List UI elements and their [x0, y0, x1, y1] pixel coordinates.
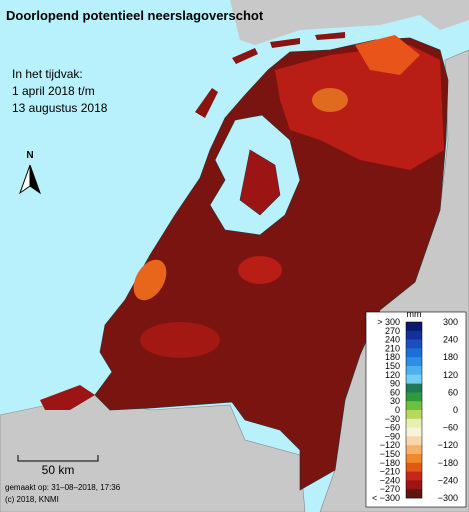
period: In het tijdvak:	[12, 67, 83, 81]
north-label: N	[26, 150, 33, 161]
title: Doorlopend potentieel neerslagoverschot	[6, 8, 264, 23]
footer: (c) 2018, KNMI	[5, 495, 59, 504]
legend-label: −240	[438, 475, 458, 485]
legend-label: 120	[443, 370, 458, 380]
legend-cell	[406, 339, 422, 349]
north-land	[230, 0, 469, 45]
legend-cell	[406, 462, 422, 472]
hotspot	[133, 259, 167, 301]
legend-cell	[406, 374, 422, 384]
period: 1 april 2018 t/m	[12, 84, 95, 98]
legend-cell	[406, 357, 422, 367]
island	[315, 32, 345, 40]
legend-label: < −300	[372, 493, 400, 503]
legend-cell	[406, 480, 422, 490]
legend-label: −120	[380, 440, 400, 450]
legend-cell	[406, 392, 422, 402]
legend-label: −60	[385, 423, 400, 433]
legend-cell	[406, 418, 422, 428]
legend-label: −150	[380, 449, 400, 459]
legend-unit: mm	[407, 309, 422, 319]
region	[140, 322, 220, 358]
legend-cell	[406, 489, 422, 499]
legend-label: 60	[448, 387, 458, 397]
legend-label: 240	[443, 335, 458, 345]
legend-cell	[406, 401, 422, 411]
legend-label: −90	[385, 431, 400, 441]
legend-cell	[406, 454, 422, 464]
legend-label: 120	[385, 370, 400, 380]
island	[195, 88, 218, 118]
legend-cell	[406, 471, 422, 481]
north-arrow	[29, 164, 41, 195]
legend-label: −60	[443, 423, 458, 433]
legend-cell	[406, 445, 422, 455]
legend-label: −30	[385, 414, 400, 424]
legend-label: 300	[443, 317, 458, 327]
legend-cell	[406, 427, 422, 437]
legend-label: −180	[380, 458, 400, 468]
scale-label: 50 km	[42, 463, 75, 477]
legend-label: 30	[390, 396, 400, 406]
legend-cell	[406, 348, 422, 358]
footer: gemaakt op: 31–08–2018, 17:36	[5, 483, 121, 492]
legend-label: 0	[395, 405, 400, 415]
legend-label: 90	[390, 379, 400, 389]
legend-label: −240	[380, 475, 400, 485]
legend-label: 0	[453, 405, 458, 415]
region	[238, 256, 282, 284]
legend: mm> 3002702402101801501209060300−30−60−9…	[372, 309, 458, 503]
legend-cell	[406, 383, 422, 393]
legend-cell	[406, 410, 422, 420]
legend-label: 150	[385, 361, 400, 371]
legend-cell	[406, 330, 422, 340]
legend-cell	[406, 366, 422, 376]
legend-cell	[406, 322, 422, 332]
legend-label: 210	[385, 343, 400, 353]
legend-label: 270	[385, 326, 400, 336]
flevoland	[239, 149, 281, 216]
legend-label: −120	[438, 440, 458, 450]
legend-label: 60	[390, 387, 400, 397]
legend-label: −270	[380, 484, 400, 494]
island	[232, 48, 258, 64]
legend-label: > 300	[377, 317, 400, 327]
hotspot	[355, 35, 420, 75]
legend-label: 180	[443, 352, 458, 362]
legend-label: 180	[385, 352, 400, 362]
legend-label: 240	[385, 335, 400, 345]
legend-label: −300	[438, 493, 458, 503]
island	[270, 38, 300, 48]
legend-label: −210	[380, 467, 400, 477]
scale-bar	[17, 455, 99, 462]
legend-cell	[406, 436, 422, 446]
hotspot	[312, 88, 348, 112]
period: 13 augustus 2018	[12, 101, 108, 115]
north-region	[275, 45, 444, 170]
legend-bar	[405, 321, 423, 499]
island	[40, 385, 95, 410]
legend-label: −180	[438, 458, 458, 468]
